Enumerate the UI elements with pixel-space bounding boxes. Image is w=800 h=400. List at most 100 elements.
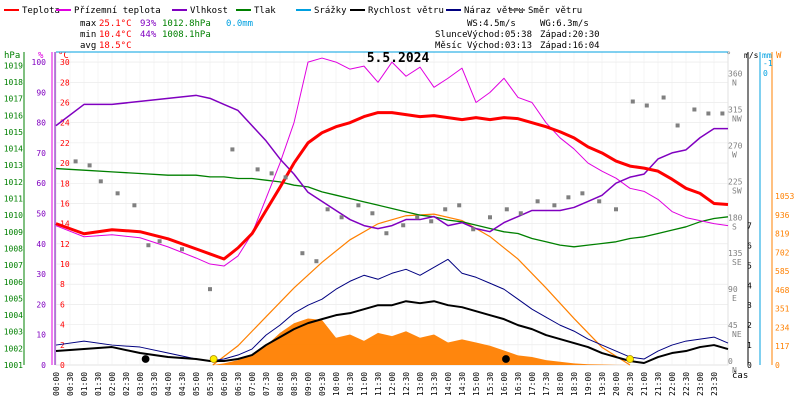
stat-max-label: max: [80, 19, 97, 29]
legend-label: Přízemní teplota: [74, 6, 161, 16]
tick-label-solar: 351: [775, 305, 790, 314]
tick-label-rain: -1: [763, 59, 773, 68]
tick-label-humidity: 100: [32, 58, 47, 67]
legend-label: Vlhkost: [190, 6, 228, 16]
x-tick-label: 00:30: [66, 372, 75, 396]
series-humidity: [55, 94, 728, 233]
x-tick-label: 09:00: [304, 372, 313, 396]
wind-dir-point: [87, 163, 92, 168]
wind-dir-point: [339, 215, 344, 220]
tick-label-temperature: 4: [60, 321, 65, 330]
solar-area: [212, 318, 631, 365]
x-tick-label: 06:30: [234, 372, 243, 396]
legend-label: Rychlost větru: [368, 6, 444, 16]
moon-rise: Východ:03:13: [467, 41, 532, 51]
wind-dir-point: [157, 239, 162, 244]
tick-label-humidity: 90: [36, 88, 46, 97]
x-tick-label: 00:00: [52, 372, 61, 396]
tick-label-solar: 234: [775, 323, 790, 332]
tick-label-temperature: 8: [60, 280, 65, 289]
wind-dir-point: [384, 231, 389, 236]
tick-label-wind-dir-compass: NW: [732, 114, 742, 123]
wind-dir-point: [230, 147, 235, 152]
x-tick-label: 01:00: [80, 372, 89, 396]
wind-dir-point: [630, 99, 635, 104]
axis-unit-pressure: hPa: [4, 51, 20, 61]
tick-label-humidity: 50: [36, 209, 46, 218]
wind-dir-point: [504, 207, 509, 212]
wind-dir-point: [471, 227, 476, 232]
stat-max-press: 1012.8hPa: [162, 19, 211, 29]
tick-label-wind-dir: 180: [728, 213, 743, 222]
wind-dir-point: [518, 211, 523, 216]
legend-label: Teplota: [22, 6, 60, 16]
tick-label-pressure: 1014: [4, 145, 23, 154]
tick-label-pressure: 1008: [4, 244, 23, 253]
x-tick-label: 16:30: [514, 372, 523, 396]
x-tick-label: 06:00: [220, 372, 229, 396]
wind-dir-point: [269, 171, 274, 176]
tick-label-wind-dir: 225: [728, 177, 743, 186]
tick-label-temperature: 24: [60, 119, 70, 128]
x-tick-label: 10:30: [346, 372, 355, 396]
x-tick-label: 15:30: [486, 372, 495, 396]
plot-area: [55, 51, 729, 366]
tick-label-humidity: 10: [36, 331, 46, 340]
tick-label-wind-dir: 0: [728, 357, 733, 366]
moonrise-marker: [141, 355, 150, 363]
x-tick-label: 04:00: [164, 372, 173, 396]
tick-label-temperature: 18: [60, 179, 70, 188]
wind-ws: WS:4.5m/s: [467, 19, 516, 29]
x-tick-label: 17:00: [528, 372, 537, 396]
x-tick-label: 21:00: [640, 372, 649, 396]
wind-dir-point: [692, 107, 697, 112]
sun-set: Západ:20:30: [540, 30, 600, 40]
tick-label-wind-dir-compass: SE: [732, 258, 742, 267]
tick-label-solar: 819: [775, 230, 790, 239]
tick-label-pressure: 1006: [4, 278, 23, 287]
tick-label-humidity: 60: [36, 179, 46, 188]
chart-title: 5.5.2024: [367, 51, 430, 66]
x-tick-label: 17:30: [542, 372, 551, 396]
tick-label-pressure: 1010: [4, 211, 23, 220]
wind-dir-point: [115, 191, 120, 196]
tick-label-solar: 936: [775, 211, 790, 220]
x-tick-label: 10:00: [332, 372, 341, 396]
wind-dir-point: [488, 215, 492, 220]
tick-label-solar: 0: [775, 361, 780, 370]
x-tick-label: 01:30: [94, 372, 103, 396]
tick-label-humidity: 20: [36, 300, 46, 309]
tick-label-temperature: 10: [60, 260, 70, 269]
tick-label-wind-dir: 270: [728, 141, 743, 150]
tick-label-solar: 468: [775, 286, 790, 295]
tick-label-temperature: 0: [60, 361, 65, 370]
tick-label-temperature: 6: [60, 300, 65, 309]
tick-label-humidity: 0: [41, 361, 46, 370]
x-tick-label: 15:00: [472, 372, 481, 396]
tick-label-humidity: 30: [36, 270, 46, 279]
x-tick-label: 13:00: [416, 372, 425, 396]
wind-dir-point: [580, 191, 585, 196]
tick-label-pressure: 1015: [4, 128, 23, 137]
legend-label: Srážky: [314, 6, 347, 16]
x-tick-label: 13:30: [430, 372, 439, 396]
wind-dir-point: [675, 123, 680, 128]
tick-label-temperature: 12: [60, 240, 70, 249]
x-tick-label: 23:00: [696, 372, 705, 396]
tick-label-wind-speed: 1: [747, 341, 752, 350]
x-tick-label: 14:30: [458, 372, 467, 396]
tick-label-pressure: 1004: [4, 311, 23, 320]
x-tick-label: 03:00: [136, 372, 145, 396]
x-tick-label: 08:30: [290, 372, 299, 396]
x-tick-label: 19:30: [598, 372, 607, 396]
tick-label-solar: 117: [775, 342, 790, 351]
x-tick-label: 12:00: [388, 372, 397, 396]
wind-dir-point: [661, 95, 666, 100]
stat-max-rain: 0.0mm: [226, 19, 253, 29]
wind-dir-point: [314, 259, 319, 264]
legend-label: Tlak: [254, 6, 276, 16]
tick-label-wind-speed: 3: [747, 301, 752, 310]
wind-dir-point: [415, 215, 420, 220]
wind-dir-point: [644, 103, 649, 108]
wind-dir-point: [566, 195, 571, 200]
